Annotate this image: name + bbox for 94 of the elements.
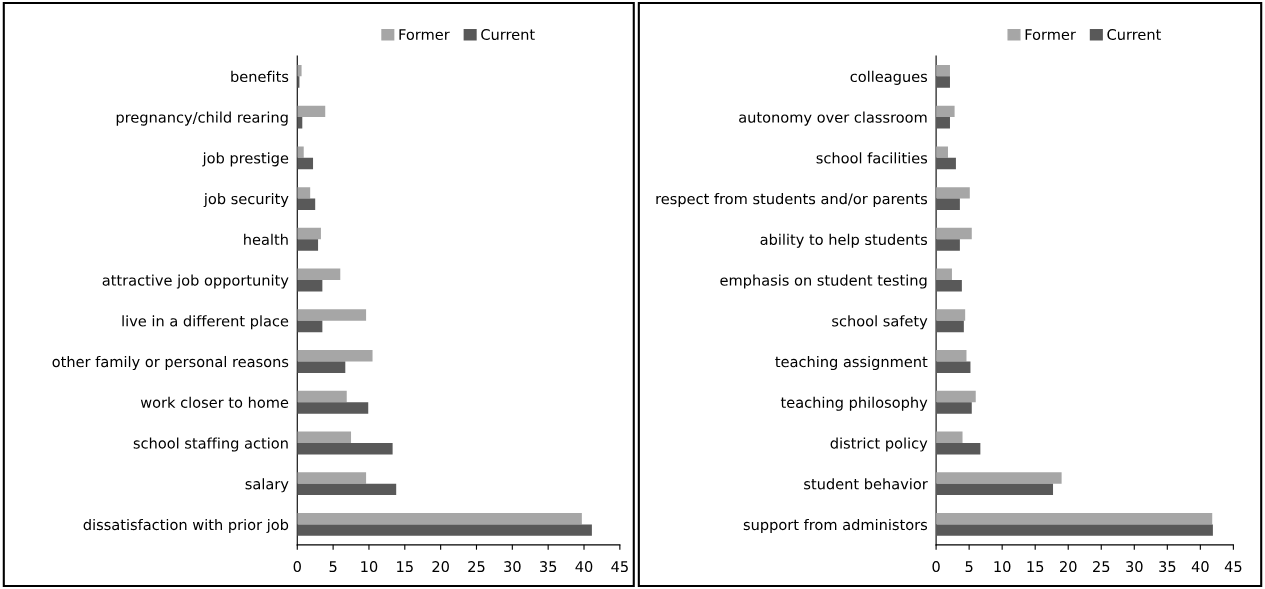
bar	[936, 442, 981, 455]
y-tick-label: autonomy over classroom	[739, 111, 927, 126]
bar	[297, 431, 352, 443]
x-tick-label: 15	[397, 561, 413, 573]
bar	[297, 309, 367, 321]
bar	[936, 146, 948, 158]
x-tick-label: 45	[611, 561, 628, 573]
x-tick-label: 5	[329, 561, 337, 573]
bar	[297, 239, 319, 251]
y-tick-label: colleagues	[850, 70, 928, 85]
bar	[936, 390, 976, 403]
bar	[297, 157, 314, 170]
x-tick-label: 30	[1126, 561, 1143, 573]
y-tick-label: benefits	[231, 70, 289, 83]
bar	[936, 105, 955, 118]
y-tick-label: dissatisfaction with prior job	[83, 518, 289, 534]
bar	[297, 280, 323, 292]
y-tick-label: pregnancy/child rearing	[116, 111, 288, 126]
bar	[297, 198, 316, 210]
y-tick-label: job security	[203, 193, 289, 208]
bar	[297, 513, 582, 525]
x-tick-label: 45	[1224, 561, 1242, 573]
x-tick-label: 30	[504, 561, 521, 573]
x-tick-label: 20	[432, 561, 449, 573]
bar	[297, 483, 397, 496]
y-tick-label: job prestige	[202, 152, 289, 167]
y-tick-label: student behavior	[804, 478, 928, 490]
y-tick-label: respect from students and/or parents	[656, 193, 928, 208]
bar	[936, 76, 950, 88]
bar	[936, 309, 966, 321]
x-tick-label: 25	[468, 561, 485, 573]
bar	[936, 280, 962, 292]
x-tick-label: 40	[575, 561, 593, 573]
bar	[936, 361, 971, 373]
x-tick-label: 10	[361, 561, 378, 573]
y-tick-label: teaching philosophy	[780, 396, 928, 411]
y-tick-label: ability to help students	[760, 233, 928, 248]
x-tick-label: 0	[932, 561, 940, 573]
bar	[297, 227, 321, 240]
x-tick-label: 10	[994, 561, 1011, 573]
x-tick-label: 40	[1191, 561, 1209, 573]
bar	[936, 64, 950, 77]
y-tick-label: other family or personal reasons	[52, 355, 289, 371]
y-tick-label: attractive job opportunity	[102, 274, 289, 289]
bar	[936, 320, 964, 333]
x-tick-label: 20	[1060, 561, 1077, 573]
bar	[936, 513, 1213, 525]
bar	[936, 187, 970, 199]
bar	[936, 117, 950, 129]
bar	[936, 350, 967, 362]
bar	[297, 472, 367, 484]
bar	[297, 390, 347, 403]
bar	[936, 431, 963, 443]
bar	[297, 320, 323, 333]
y-tick-label: school staffing action	[133, 437, 288, 452]
bar	[297, 361, 346, 373]
bar	[936, 268, 952, 281]
y-tick-label: school safety	[832, 315, 928, 330]
bar	[297, 105, 326, 118]
bar	[936, 198, 960, 210]
y-tick-label: salary	[245, 478, 289, 493]
bar	[936, 472, 1062, 484]
bar	[936, 227, 972, 240]
y-tick-label: emphasis on student testing	[720, 274, 927, 289]
bar	[297, 524, 592, 536]
legend-label: Current	[1107, 28, 1161, 40]
bar	[936, 524, 1213, 536]
y-tick-label: work closer to home	[140, 396, 289, 408]
y-tick-label: health	[244, 233, 288, 246]
bar	[297, 146, 304, 158]
x-tick-label: 25	[1093, 561, 1110, 573]
bar	[297, 187, 311, 199]
legend-label: Former	[399, 29, 450, 40]
bar	[297, 350, 373, 362]
y-tick-label: school facilities	[816, 152, 928, 164]
x-tick-label: 15	[1027, 561, 1044, 573]
y-tick-label: support from administors	[743, 518, 928, 534]
bar	[936, 402, 972, 414]
x-tick-label: 35	[1159, 561, 1176, 573]
y-tick-label: district policy	[830, 437, 928, 452]
legend-label: Current	[481, 28, 535, 40]
y-tick-label: teaching assignment	[775, 355, 928, 371]
bar	[936, 483, 1054, 496]
bar	[297, 268, 341, 281]
bar	[936, 157, 956, 170]
bar	[297, 402, 369, 414]
x-tick-label: 5	[965, 561, 973, 573]
y-tick-label: live in a different place	[122, 315, 289, 330]
bar	[297, 442, 393, 455]
legend-label: Former	[1025, 29, 1076, 40]
bar	[936, 239, 960, 251]
bar	[297, 64, 302, 77]
x-tick-label: 0	[293, 561, 301, 573]
x-tick-label: 35	[540, 561, 557, 573]
